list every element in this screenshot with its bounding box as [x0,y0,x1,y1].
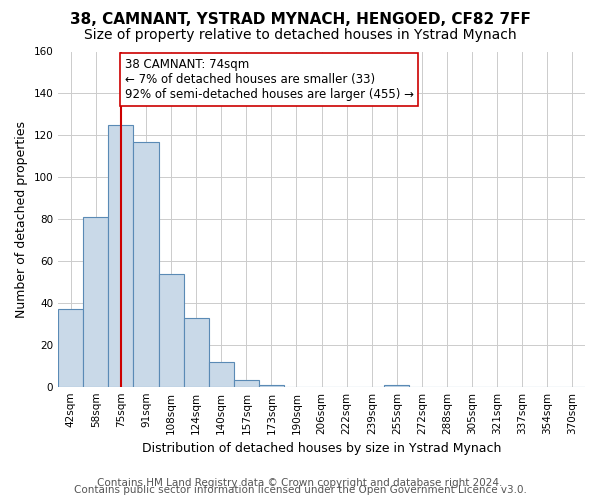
Bar [109,125,133,386]
Text: Contains HM Land Registry data © Crown copyright and database right 2024.: Contains HM Land Registry data © Crown c… [97,478,503,488]
Bar [158,274,184,386]
Bar [184,318,209,386]
Text: Size of property relative to detached houses in Ystrad Mynach: Size of property relative to detached ho… [83,28,517,42]
Text: 38 CAMNANT: 74sqm
← 7% of detached houses are smaller (33)
92% of semi-detached : 38 CAMNANT: 74sqm ← 7% of detached house… [125,58,413,101]
Y-axis label: Number of detached properties: Number of detached properties [15,120,28,318]
Bar [385,384,409,386]
X-axis label: Distribution of detached houses by size in Ystrad Mynach: Distribution of detached houses by size … [142,442,501,455]
Bar [58,309,83,386]
Text: Contains public sector information licensed under the Open Government Licence v3: Contains public sector information licen… [74,485,526,495]
Bar [83,217,109,386]
Bar [234,380,259,386]
Bar [209,362,234,386]
Text: 38, CAMNANT, YSTRAD MYNACH, HENGOED, CF82 7FF: 38, CAMNANT, YSTRAD MYNACH, HENGOED, CF8… [70,12,530,28]
Bar [259,384,284,386]
Bar [133,142,158,386]
